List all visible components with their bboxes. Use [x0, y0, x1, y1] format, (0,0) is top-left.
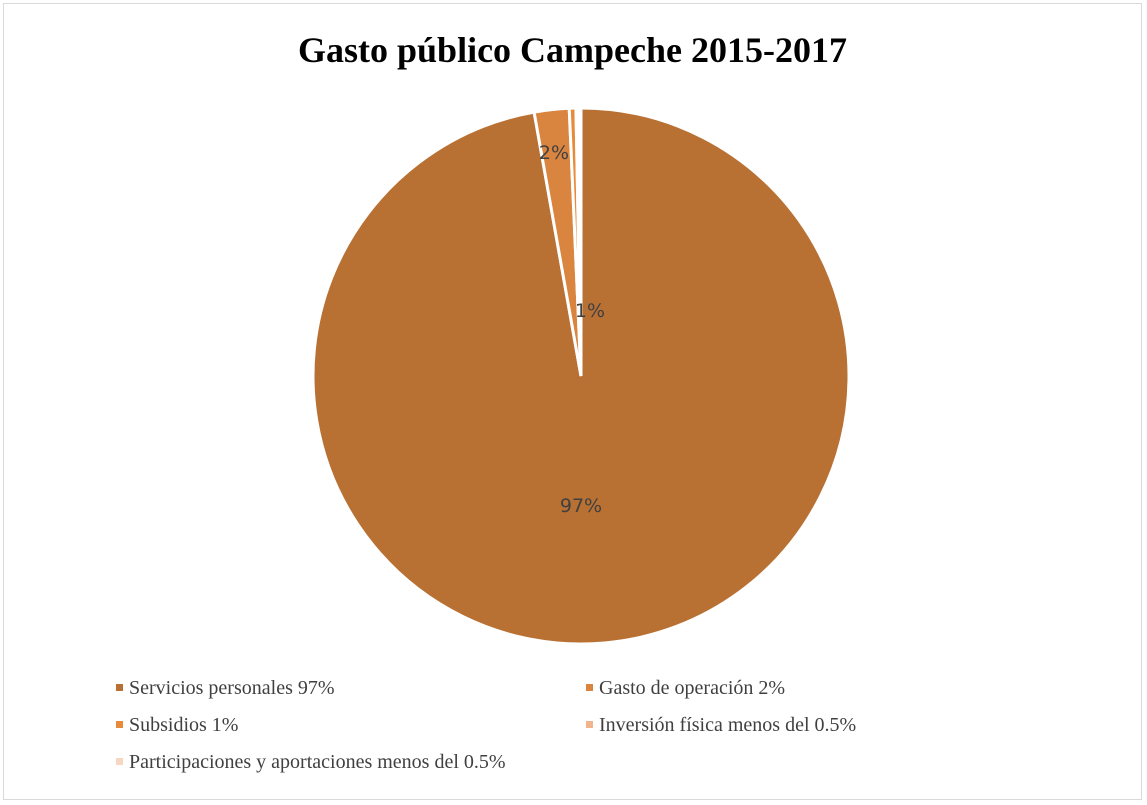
slice-data-label: 97% [560, 495, 602, 517]
slice-data-label: 1% [575, 300, 605, 322]
legend-item: Subsidios 1% [116, 713, 238, 737]
legend-label: Inversión física menos del 0.5% [599, 714, 857, 736]
legend-swatch [116, 720, 123, 728]
legend-item: Servicios personales 97% [116, 676, 335, 700]
legend-item: Gasto de operación 2% [586, 676, 785, 700]
legend-swatch [116, 683, 123, 691]
legend-swatch [116, 757, 123, 765]
chart-area: Gasto público Campeche 2015-2017 97% 2% 1%… [3, 3, 1142, 800]
pie-chart: 97% 2% 1% [311, 106, 851, 646]
legend-label: Servicios personales 97% [129, 677, 335, 699]
pie-slice [576, 106, 583, 377]
legend-swatch [586, 683, 593, 691]
legend-item: Participaciones y aportaciones menos del… [116, 750, 506, 774]
chart-title: Gasto público Campeche 2015-2017 [298, 30, 847, 70]
legend-label: Gasto de operación 2% [599, 677, 786, 699]
legend-item: Inversión física menos del 0.5% [586, 713, 856, 737]
slice-data-label: 2% [539, 142, 569, 164]
legend-label: Participaciones y aportaciones menos del… [129, 751, 506, 773]
legend-swatch [586, 720, 593, 728]
legend-label: Subsidios 1% [129, 714, 239, 736]
